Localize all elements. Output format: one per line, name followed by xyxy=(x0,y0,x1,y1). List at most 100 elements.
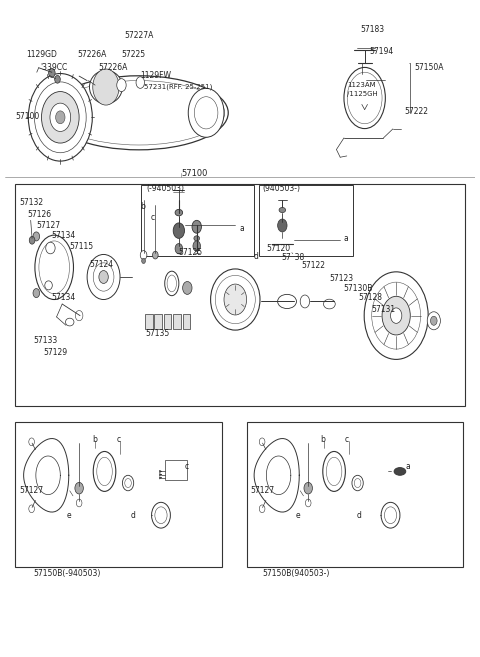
Ellipse shape xyxy=(326,457,342,486)
Circle shape xyxy=(382,296,410,335)
Text: 57135: 57135 xyxy=(145,329,169,338)
Circle shape xyxy=(41,91,79,143)
Circle shape xyxy=(122,475,134,491)
Text: 57100: 57100 xyxy=(181,170,207,179)
Text: 57194: 57194 xyxy=(370,47,394,56)
Ellipse shape xyxy=(45,281,52,290)
Circle shape xyxy=(136,77,144,88)
Bar xyxy=(155,314,162,328)
Text: 57227A: 57227A xyxy=(125,31,154,40)
Text: d: d xyxy=(131,510,136,520)
Ellipse shape xyxy=(65,318,74,326)
Text: 57222: 57222 xyxy=(405,107,429,116)
Text: 57123: 57123 xyxy=(329,274,353,283)
Text: 57128: 57128 xyxy=(359,293,383,302)
Text: 57120: 57120 xyxy=(266,244,290,252)
Text: 57150A: 57150A xyxy=(414,63,444,72)
Bar xyxy=(164,314,171,328)
Text: a: a xyxy=(344,234,348,243)
Text: b: b xyxy=(92,435,96,443)
Circle shape xyxy=(431,316,437,325)
Circle shape xyxy=(277,219,287,232)
Text: 57134: 57134 xyxy=(51,293,75,302)
Text: c: c xyxy=(151,214,155,222)
Circle shape xyxy=(117,79,126,91)
Text: 57127: 57127 xyxy=(19,486,43,495)
Circle shape xyxy=(29,505,35,512)
Bar xyxy=(5,0,475,177)
Text: 57132: 57132 xyxy=(19,198,43,208)
Text: c: c xyxy=(345,435,348,443)
Text: 57225: 57225 xyxy=(121,51,145,59)
Text: 57100: 57100 xyxy=(15,112,39,120)
Circle shape xyxy=(259,438,265,445)
Text: a: a xyxy=(239,224,244,233)
Circle shape xyxy=(152,503,170,528)
Text: e: e xyxy=(67,510,72,520)
Circle shape xyxy=(142,258,145,263)
Circle shape xyxy=(33,232,40,241)
Ellipse shape xyxy=(39,241,70,294)
Ellipse shape xyxy=(49,76,228,150)
Ellipse shape xyxy=(165,271,179,296)
Circle shape xyxy=(29,237,35,244)
Text: a: a xyxy=(406,463,410,472)
Circle shape xyxy=(76,499,82,507)
Bar xyxy=(15,184,465,406)
Text: c: c xyxy=(184,463,189,472)
Ellipse shape xyxy=(277,294,297,309)
Text: 57130B: 57130B xyxy=(344,284,373,293)
Text: 57231(RFF. 25-251): 57231(RFF. 25-251) xyxy=(144,84,212,90)
Circle shape xyxy=(93,69,119,105)
Circle shape xyxy=(75,311,83,321)
Text: b: b xyxy=(140,202,145,211)
Ellipse shape xyxy=(46,242,55,254)
Circle shape xyxy=(384,507,396,524)
Text: 1129FW: 1129FW xyxy=(140,71,171,80)
Circle shape xyxy=(153,251,158,259)
Circle shape xyxy=(55,76,60,83)
Circle shape xyxy=(391,308,402,323)
Circle shape xyxy=(155,507,167,524)
Text: 57124: 57124 xyxy=(89,260,114,269)
Text: e: e xyxy=(296,510,300,520)
Circle shape xyxy=(381,503,400,528)
Ellipse shape xyxy=(175,210,182,215)
Text: (-940503): (-940503) xyxy=(146,184,184,193)
Circle shape xyxy=(33,288,40,298)
Bar xyxy=(259,185,353,256)
Circle shape xyxy=(304,482,312,494)
Ellipse shape xyxy=(97,457,112,486)
Circle shape xyxy=(173,223,184,238)
Circle shape xyxy=(192,220,202,233)
Ellipse shape xyxy=(167,275,177,292)
Ellipse shape xyxy=(216,275,255,324)
Ellipse shape xyxy=(279,208,286,213)
Ellipse shape xyxy=(53,81,225,145)
Circle shape xyxy=(48,68,55,78)
Text: 57134: 57134 xyxy=(51,231,75,240)
Text: 57226A: 57226A xyxy=(78,51,107,59)
Circle shape xyxy=(56,111,65,124)
Text: d: d xyxy=(253,252,258,261)
Circle shape xyxy=(175,244,182,254)
Text: 57115: 57115 xyxy=(70,242,94,250)
Ellipse shape xyxy=(324,299,335,309)
Text: /1125GH: /1125GH xyxy=(347,91,378,97)
Text: '339CC: '339CC xyxy=(40,62,67,72)
Text: 57131: 57131 xyxy=(372,305,396,313)
Circle shape xyxy=(305,499,311,507)
Ellipse shape xyxy=(347,72,382,124)
Ellipse shape xyxy=(35,235,73,300)
Bar xyxy=(182,314,190,328)
Text: 57150B(940503-): 57150B(940503-) xyxy=(263,569,330,578)
Circle shape xyxy=(352,475,363,491)
Text: 57129: 57129 xyxy=(43,348,68,357)
Circle shape xyxy=(140,250,147,260)
Bar xyxy=(141,185,254,256)
Text: b: b xyxy=(320,435,325,443)
Text: 57122: 57122 xyxy=(301,261,325,270)
Circle shape xyxy=(93,263,114,291)
Text: 57226A: 57226A xyxy=(98,62,127,72)
Text: c: c xyxy=(117,435,121,443)
